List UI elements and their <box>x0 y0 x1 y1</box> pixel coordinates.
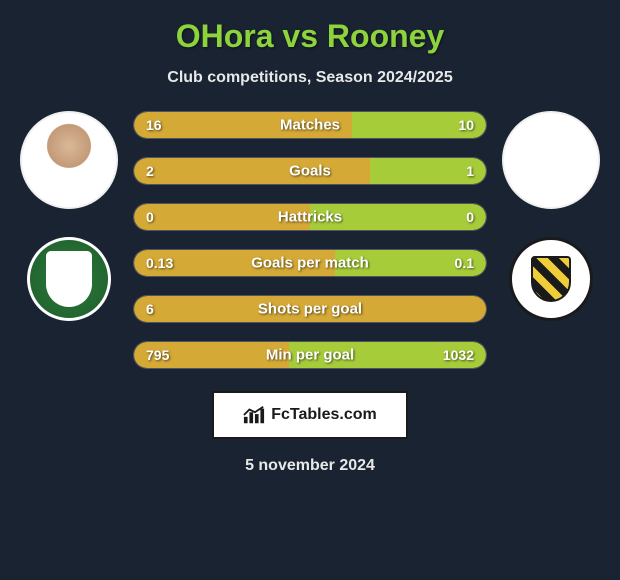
page-title: OHora vs Rooney <box>0 18 620 55</box>
club-crest-right <box>509 237 593 321</box>
stat-value-right: 1 <box>466 163 474 179</box>
player-photo-right <box>502 111 600 209</box>
date-label: 5 november 2024 <box>0 457 620 475</box>
stat-value-left: 0.13 <box>146 255 173 271</box>
stat-row: 0.13 Goals per match 0.1 <box>133 249 487 277</box>
chart-icon <box>243 405 265 425</box>
shield-icon <box>531 256 571 302</box>
stat-value-left: 795 <box>146 347 169 363</box>
stat-value-left: 16 <box>146 117 162 133</box>
main-row: 16Matches102Goals10Hattricks00.13Goals p… <box>0 111 620 369</box>
stat-row: 2 Goals 1 <box>133 157 487 185</box>
stat-label: Goals per match <box>251 255 369 272</box>
stat-value-right: 0 <box>466 209 474 225</box>
club-crest-left <box>27 237 111 321</box>
stat-value-right: 1032 <box>443 347 474 363</box>
stat-row: 795 Min per goal 1032 <box>133 341 487 369</box>
player-photo-left <box>20 111 118 209</box>
comparison-card: OHora vs Rooney Club competitions, Seaso… <box>0 0 620 580</box>
stat-label: Hattricks <box>278 209 342 226</box>
stat-label: Min per goal <box>266 347 354 364</box>
stat-value-left: 6 <box>146 301 154 317</box>
stat-value-right: 10 <box>458 117 474 133</box>
stat-row: 0 Hattricks 0 <box>133 203 487 231</box>
stat-value-left: 0 <box>146 209 154 225</box>
stat-bars: 16Matches102Goals10Hattricks00.13Goals p… <box>133 111 487 369</box>
right-side <box>501 111 601 321</box>
source-badge: FcTables.com <box>212 391 408 439</box>
left-side <box>19 111 119 321</box>
page-subtitle: Club competitions, Season 2024/2025 <box>0 69 620 87</box>
stat-label: Goals <box>289 163 331 180</box>
stat-value-right: 0.1 <box>455 255 474 271</box>
stat-label: Shots per goal <box>258 301 362 318</box>
stat-label: Matches <box>280 117 340 134</box>
source-label: FcTables.com <box>271 406 377 424</box>
shield-icon <box>46 251 92 307</box>
stat-value-left: 2 <box>146 163 154 179</box>
stat-row: 6 Shots per goal <box>133 295 487 323</box>
bar-fill-left <box>134 158 370 184</box>
stat-row: 16 Matches 10 <box>133 111 487 139</box>
